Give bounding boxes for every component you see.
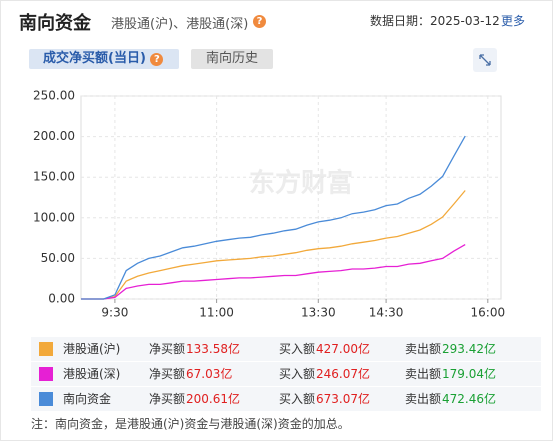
title: 南向资金	[19, 13, 91, 34]
metric-value: 200.61亿	[186, 392, 240, 406]
metric-value: 179.04亿	[442, 367, 496, 381]
more-link[interactable]: 更多	[501, 14, 526, 28]
help-icon[interactable]: ?	[253, 15, 266, 28]
legend-swatch	[39, 392, 53, 406]
tab-label: 成交净买额(当日)	[43, 51, 146, 66]
footnote: 注：南向资金，是港股通(沪)资金与港股通(深)资金的加总。	[31, 417, 350, 431]
expand-button[interactable]	[473, 48, 497, 72]
subtitle: 港股通(沪)、港股通(深)	[111, 17, 249, 32]
metric-value: 427.00亿	[316, 342, 370, 356]
y-tick-label: 50.00	[41, 251, 75, 265]
metric-label: 净买额	[149, 342, 186, 356]
metric-label: 净买额	[149, 367, 186, 381]
metric-value: 67.03亿	[186, 367, 233, 381]
tab[interactable]: 南向历史	[191, 49, 273, 69]
metric-label: 净买额	[149, 392, 186, 406]
metric-value: 246.07亿	[316, 367, 370, 381]
help-icon[interactable]: ?	[150, 53, 164, 66]
legend-swatch	[39, 342, 53, 356]
legend-name: 南向资金	[63, 392, 112, 406]
metric-label: 买入额	[279, 392, 316, 406]
legend-row: 港股通(深) 净买额 67.03亿 买入额 246.07亿 卖出额 179.04亿	[31, 362, 541, 386]
metric-label: 买入额	[279, 367, 316, 381]
y-tick-label: 250.00	[33, 89, 75, 103]
y-tick-label: 200.00	[33, 129, 75, 143]
metric-label: 卖出额	[405, 367, 442, 381]
date: 数据日期：2025-03-12	[370, 14, 500, 28]
y-tick-label: 150.00	[33, 170, 75, 184]
chart: 东方财富 0.00 50.00 100.00 150.00 200.00 250.00 9:…	[33, 89, 506, 320]
x-tick-label: 14:30	[369, 306, 404, 320]
y-tick-label: 100.00	[33, 210, 75, 224]
metric-label: 买入额	[279, 342, 316, 356]
legend-row: 港股通(沪) 净买额 133.58亿 买入额 427.00亿 卖出额 293.42亿	[31, 337, 541, 361]
x-tick-label: 16:00	[471, 306, 506, 320]
expand-icon	[479, 54, 491, 66]
metric-value: 472.46亿	[442, 392, 496, 406]
x-tick-label: 13:30	[301, 306, 336, 320]
metric-label: 卖出额	[405, 392, 442, 406]
legend-name: 港股通(沪)	[63, 342, 121, 356]
legend-row: 南向资金 净买额 200.61亿 买入额 673.07亿 卖出额 472.46亿	[31, 387, 541, 411]
metric-value: 673.07亿	[316, 392, 370, 406]
x-tick-label: 11:00	[199, 306, 234, 320]
legend-name: 港股通(深)	[63, 367, 121, 381]
series-line	[81, 190, 466, 300]
series-line	[81, 135, 466, 300]
metric-value: 133.58亿	[186, 342, 240, 356]
x-tick-label: 9:30	[101, 306, 128, 320]
metric-label: 卖出额	[405, 342, 442, 356]
legend-swatch	[39, 367, 53, 381]
y-tick-label: 0.00	[48, 292, 75, 306]
series-line	[81, 244, 466, 300]
tab-active[interactable]: 成交净买额(当日) ?	[29, 49, 179, 69]
watermark: 东方财富	[249, 168, 353, 199]
metric-value: 293.42亿	[442, 342, 496, 356]
